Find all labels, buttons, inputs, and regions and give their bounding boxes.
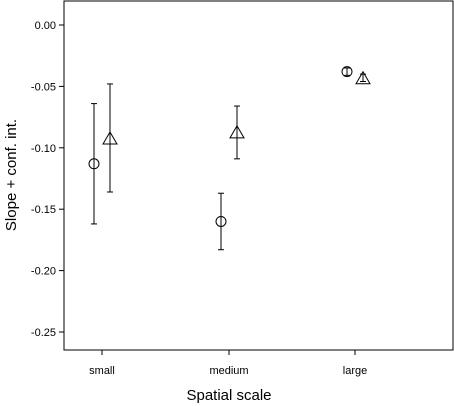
y-tick-label: -0.20 — [31, 266, 56, 278]
point-triangle-large — [355, 70, 371, 85]
point-circle-large — [341, 66, 353, 78]
x-axis: small medium large — [89, 350, 367, 377]
point-circle-medium — [215, 215, 227, 227]
data-marks — [88, 66, 371, 251]
y-axis: 0.00 -0.05 -0.10 -0.15 -0.20 -0.25 — [31, 20, 64, 339]
y-tick-label: -0.25 — [31, 327, 56, 339]
y-tick-label: 0.00 — [35, 20, 56, 32]
x-tick-label-small: small — [89, 365, 115, 377]
x-tick-label-medium: medium — [209, 365, 248, 377]
plot-frame — [63, 0, 454, 351]
point-triangle-small — [102, 130, 118, 145]
x-tick-label-large: large — [343, 365, 367, 377]
y-tick-label: -0.15 — [31, 204, 56, 216]
y-axis-title: Slope + conf. int. — [3, 119, 20, 231]
point-circle-small — [88, 158, 100, 170]
y-tick-label: -0.10 — [31, 143, 56, 155]
x-axis-title: Spatial scale — [186, 387, 271, 404]
point-triangle-medium — [229, 124, 245, 139]
y-tick-label: -0.05 — [31, 81, 56, 93]
